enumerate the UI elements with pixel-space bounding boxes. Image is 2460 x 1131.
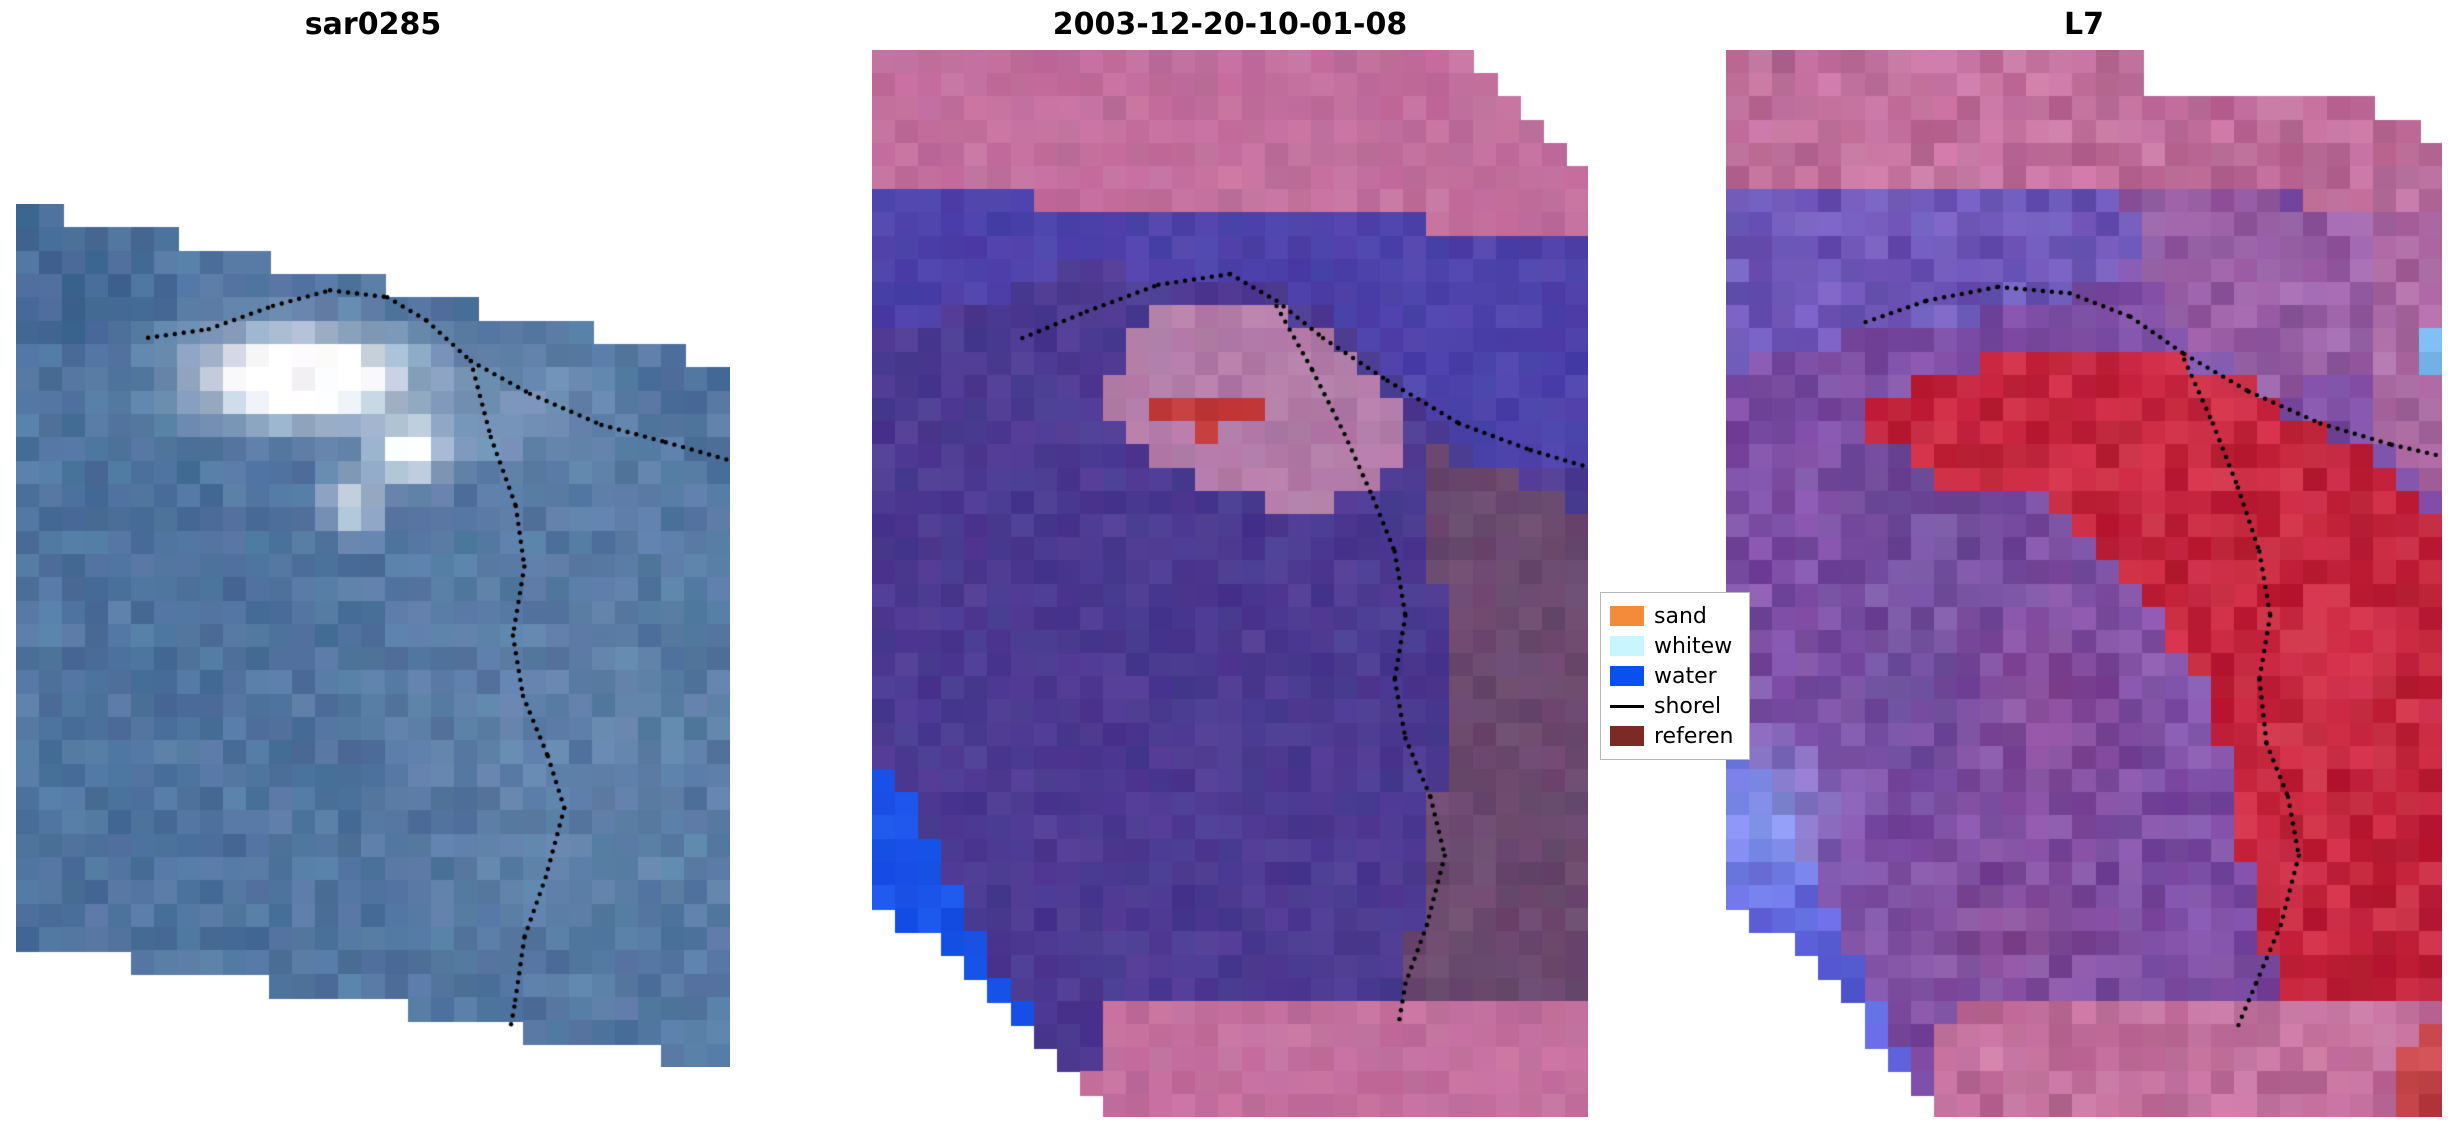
- legend-entry-referen: referen: [1610, 721, 1749, 751]
- legend-swatch-shorel: [1610, 704, 1644, 708]
- legend-label-sand: sand: [1654, 603, 1707, 629]
- panel-l7: [1726, 50, 2442, 1117]
- panel-title-l7: L7: [2064, 7, 2104, 42]
- legend-label-shorel: shorel: [1654, 693, 1722, 719]
- l7-image: [1726, 50, 2442, 1117]
- panel-title-sar0285: sar0285: [304, 7, 442, 42]
- legend-swatch-sand: [1610, 606, 1644, 626]
- legend-swatch-referen: [1610, 726, 1644, 746]
- legend: sand whitew water shorel referen: [1600, 592, 1750, 760]
- sar0285-image: [16, 204, 730, 1067]
- legend-entry-sand: sand: [1610, 601, 1749, 631]
- legend-entry-shorel: shorel: [1610, 691, 1749, 721]
- legend-swatch-whitew: [1610, 636, 1644, 656]
- legend-entry-whitew: whitew: [1610, 631, 1749, 661]
- panel-sar0285: [16, 204, 730, 1067]
- legend-label-referen: referen: [1654, 723, 1734, 749]
- legend-label-water: water: [1654, 663, 1717, 689]
- legend-entry-water: water: [1610, 661, 1749, 691]
- classification-image: [872, 50, 1588, 1117]
- legend-label-whitew: whitew: [1654, 633, 1733, 659]
- legend-swatch-water: [1610, 666, 1644, 686]
- panel-title-date: 2003-12-20-10-01-08: [1052, 7, 1408, 42]
- panel-classification: [872, 50, 1588, 1117]
